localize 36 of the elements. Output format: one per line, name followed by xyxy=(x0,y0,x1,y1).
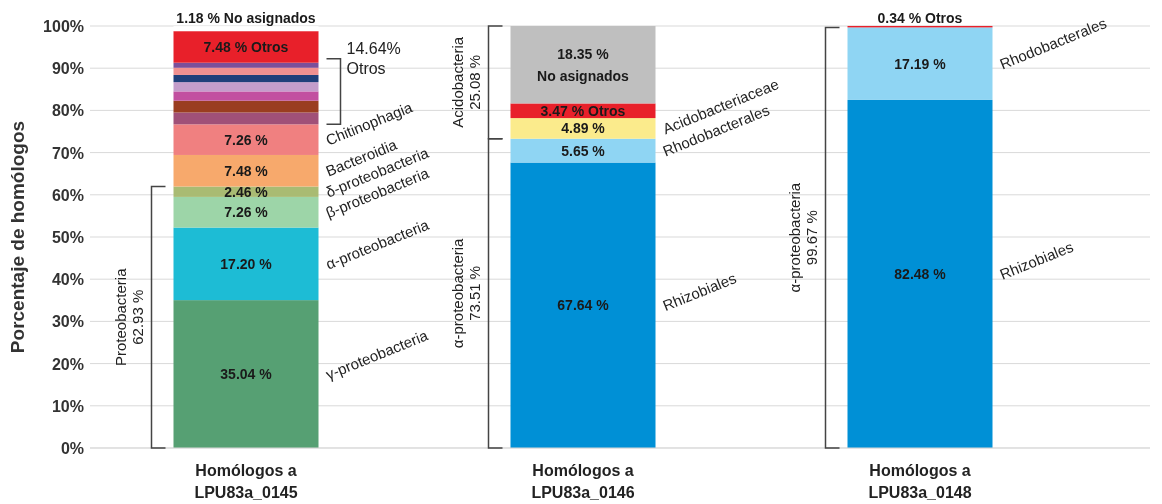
data-label: 7.26 % xyxy=(224,131,269,148)
y-tick-label: 50% xyxy=(51,229,84,246)
y-tick-label: 60% xyxy=(51,186,84,204)
y-tick-label: 20% xyxy=(51,355,84,373)
data-label: 3.47 % Otros xyxy=(540,102,626,119)
data-label: 17.19 % xyxy=(894,55,947,72)
y-tick-label: 80% xyxy=(51,102,84,120)
data-label: 35.04 % xyxy=(220,366,273,383)
data-label: 7.48 % Otros xyxy=(203,38,289,55)
x-tick-label: Homólogos a LPU83a_0145 xyxy=(194,462,298,501)
y-axis-title: Porcentaje de homólogos xyxy=(7,120,28,354)
data-label: 1.18 % No asignados xyxy=(176,10,316,27)
x-tick-label: Homólogos a LPU83a_0146 xyxy=(531,462,635,501)
y-tick-label: 30% xyxy=(51,313,84,331)
annotation: 14.64% Otros xyxy=(346,39,401,77)
y-tick-label: 90% xyxy=(51,60,84,78)
data-label: 5.65 % xyxy=(561,142,606,159)
y-tick-label: 100% xyxy=(43,18,84,35)
data-label: 2.46 % xyxy=(224,183,269,200)
y-tick-label: 70% xyxy=(51,144,84,162)
data-label: 4.89 % xyxy=(561,120,606,137)
data-label: 18.35 % No asignados xyxy=(537,45,630,84)
data-label: 0.34 % Otros xyxy=(877,9,963,26)
y-tick-label: 10% xyxy=(51,397,84,415)
data-label: 7.48 % xyxy=(224,162,269,179)
x-tick-label: Homólogos a LPU83a_0148 xyxy=(868,462,972,501)
annotation: α-proteobacteria 73.51 % xyxy=(448,237,483,349)
data-label: 82.48 % xyxy=(894,265,947,282)
data-label: 67.64 % xyxy=(557,297,610,314)
y-tick-label: 0% xyxy=(60,440,84,457)
annotation: α-proteobacteria 99.67 % xyxy=(785,182,820,293)
annotation: Acidobacteria 25.08 % xyxy=(448,36,483,128)
data-label: 17.20 % xyxy=(220,255,273,272)
y-tick-label: 40% xyxy=(51,271,84,289)
data-label: 7.26 % xyxy=(224,204,269,221)
annotation: Proteobacteria 62.93 % xyxy=(111,267,146,367)
